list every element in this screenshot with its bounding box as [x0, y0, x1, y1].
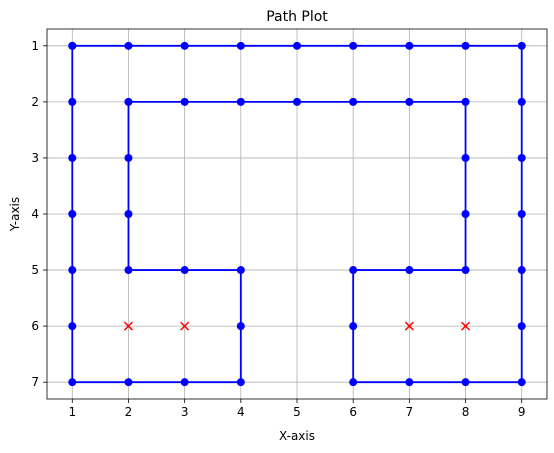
data-point	[236, 378, 245, 387]
data-point	[68, 41, 77, 50]
data-point	[68, 97, 77, 106]
y-tick-label: 6	[31, 319, 39, 333]
data-point	[405, 97, 414, 106]
data-point	[124, 153, 133, 162]
data-point	[349, 41, 358, 50]
data-point	[349, 266, 358, 275]
y-ticks: 1 2 3 4 5 6 7	[31, 39, 47, 389]
data-point	[124, 266, 133, 275]
y-tick-label: 1	[31, 39, 39, 53]
y-tick-label: 7	[31, 375, 39, 389]
data-point	[68, 210, 77, 218]
y-tick-label: 5	[31, 263, 39, 277]
data-point	[68, 378, 77, 387]
data-point	[461, 266, 470, 275]
x-ticks: 1 2 3 4 5 6 7 8 9	[68, 399, 526, 419]
x-tick-label: 4	[237, 405, 245, 419]
data-point	[124, 378, 133, 387]
data-point	[293, 41, 301, 50]
data-point	[517, 41, 526, 50]
x-tick-label: 7	[406, 405, 414, 419]
data-point	[349, 322, 358, 331]
data-point	[349, 378, 358, 387]
data-point	[68, 322, 77, 331]
data-point	[349, 97, 358, 106]
series-layer	[68, 41, 526, 387]
data-point	[236, 322, 245, 331]
data-point	[517, 210, 526, 218]
data-point	[236, 97, 245, 106]
x-marker-point	[123, 321, 133, 331]
data-point	[124, 41, 133, 50]
data-point	[180, 378, 189, 387]
data-point	[180, 41, 189, 50]
data-point	[68, 153, 77, 162]
data-point	[236, 41, 245, 50]
x-axis-label: X-axis	[279, 429, 315, 443]
data-point	[517, 97, 526, 106]
y-axis-label: Y-axis	[8, 197, 22, 232]
x-tick-label: 6	[349, 405, 357, 419]
y-tick-label: 3	[31, 151, 39, 165]
data-point	[461, 378, 470, 387]
x-tick-label: 3	[181, 405, 189, 419]
data-point	[517, 322, 526, 331]
x-marker-point	[461, 321, 471, 331]
data-point	[517, 378, 526, 387]
data-point	[405, 266, 414, 275]
data-point	[293, 97, 301, 106]
data-point	[517, 266, 526, 275]
x-tick-label: 2	[125, 405, 133, 419]
data-point	[461, 41, 470, 50]
x-tick-label: 9	[518, 405, 526, 419]
data-point	[405, 378, 414, 387]
x-tick-label: 1	[68, 405, 76, 419]
x-tick-label: 5	[293, 405, 301, 419]
data-point	[461, 210, 470, 218]
data-point	[461, 153, 470, 162]
y-tick-label: 4	[31, 207, 39, 221]
data-point	[180, 266, 189, 275]
data-point	[236, 266, 245, 275]
x-marker-point	[180, 321, 190, 331]
series-0	[68, 41, 526, 387]
grid	[47, 29, 547, 399]
chart-title: Path Plot	[266, 9, 328, 25]
x-marker-point	[404, 321, 414, 331]
data-point	[124, 210, 133, 218]
data-point	[517, 153, 526, 162]
data-point	[68, 266, 77, 275]
x-tick-label: 8	[462, 405, 470, 419]
y-tick-label: 2	[31, 95, 39, 109]
data-point	[124, 97, 133, 106]
data-point	[461, 97, 470, 106]
series-1	[123, 321, 471, 331]
data-point	[405, 41, 414, 50]
data-point	[180, 97, 189, 106]
